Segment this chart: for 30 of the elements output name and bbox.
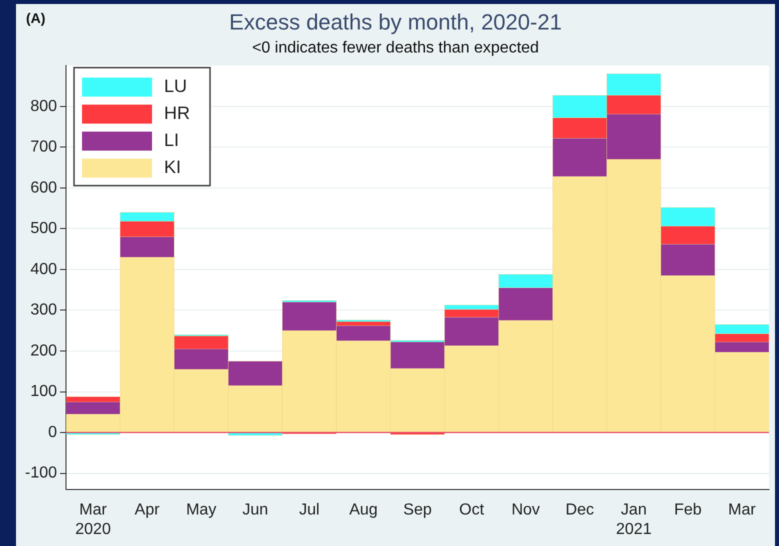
text: (A)	[26, 10, 46, 26]
x-tick-label: May	[186, 502, 216, 519]
x-tick-label: Feb	[674, 502, 702, 519]
y-tick-label: 700	[30, 138, 58, 156]
y-tick-label: 800	[30, 98, 58, 115]
y-tick-label: -100	[24, 464, 58, 482]
y-tick-label: 200	[30, 342, 58, 360]
x-tick-label: Mar 2020	[75, 502, 111, 538]
x-tick-label: Nov	[511, 502, 540, 519]
y-tick-label: 400	[30, 260, 58, 278]
legend-label: HR	[164, 103, 190, 124]
y-tick-label: 500	[30, 220, 58, 238]
y-tick-label: 0	[48, 424, 58, 441]
x-tick-label: Aug	[349, 502, 378, 519]
x-tick-label: Mar	[728, 502, 756, 519]
y-tick-label: 600	[30, 179, 58, 196]
x-tick-label: Jul	[299, 502, 320, 519]
x-tick-label: Sep	[403, 502, 432, 519]
chart-title: Excess deaths by month, 2020-21	[229, 9, 562, 34]
legend-label: LI	[164, 130, 180, 150]
legend-label: KI	[164, 157, 182, 178]
y-tick-label: 100	[30, 383, 58, 400]
legend-label: LU	[164, 76, 188, 96]
x-tick-label: Apr	[134, 502, 160, 519]
x-tick-label: Jun	[242, 502, 268, 519]
x-tick-label: Jan 2021	[616, 502, 652, 538]
y-tick-label: 300	[30, 302, 58, 319]
x-tick-label: Dec	[566, 502, 594, 519]
x-tick-label: Oct	[459, 502, 485, 519]
chart-subtitle: <0 indicates fewer deaths than expected	[252, 39, 539, 56]
